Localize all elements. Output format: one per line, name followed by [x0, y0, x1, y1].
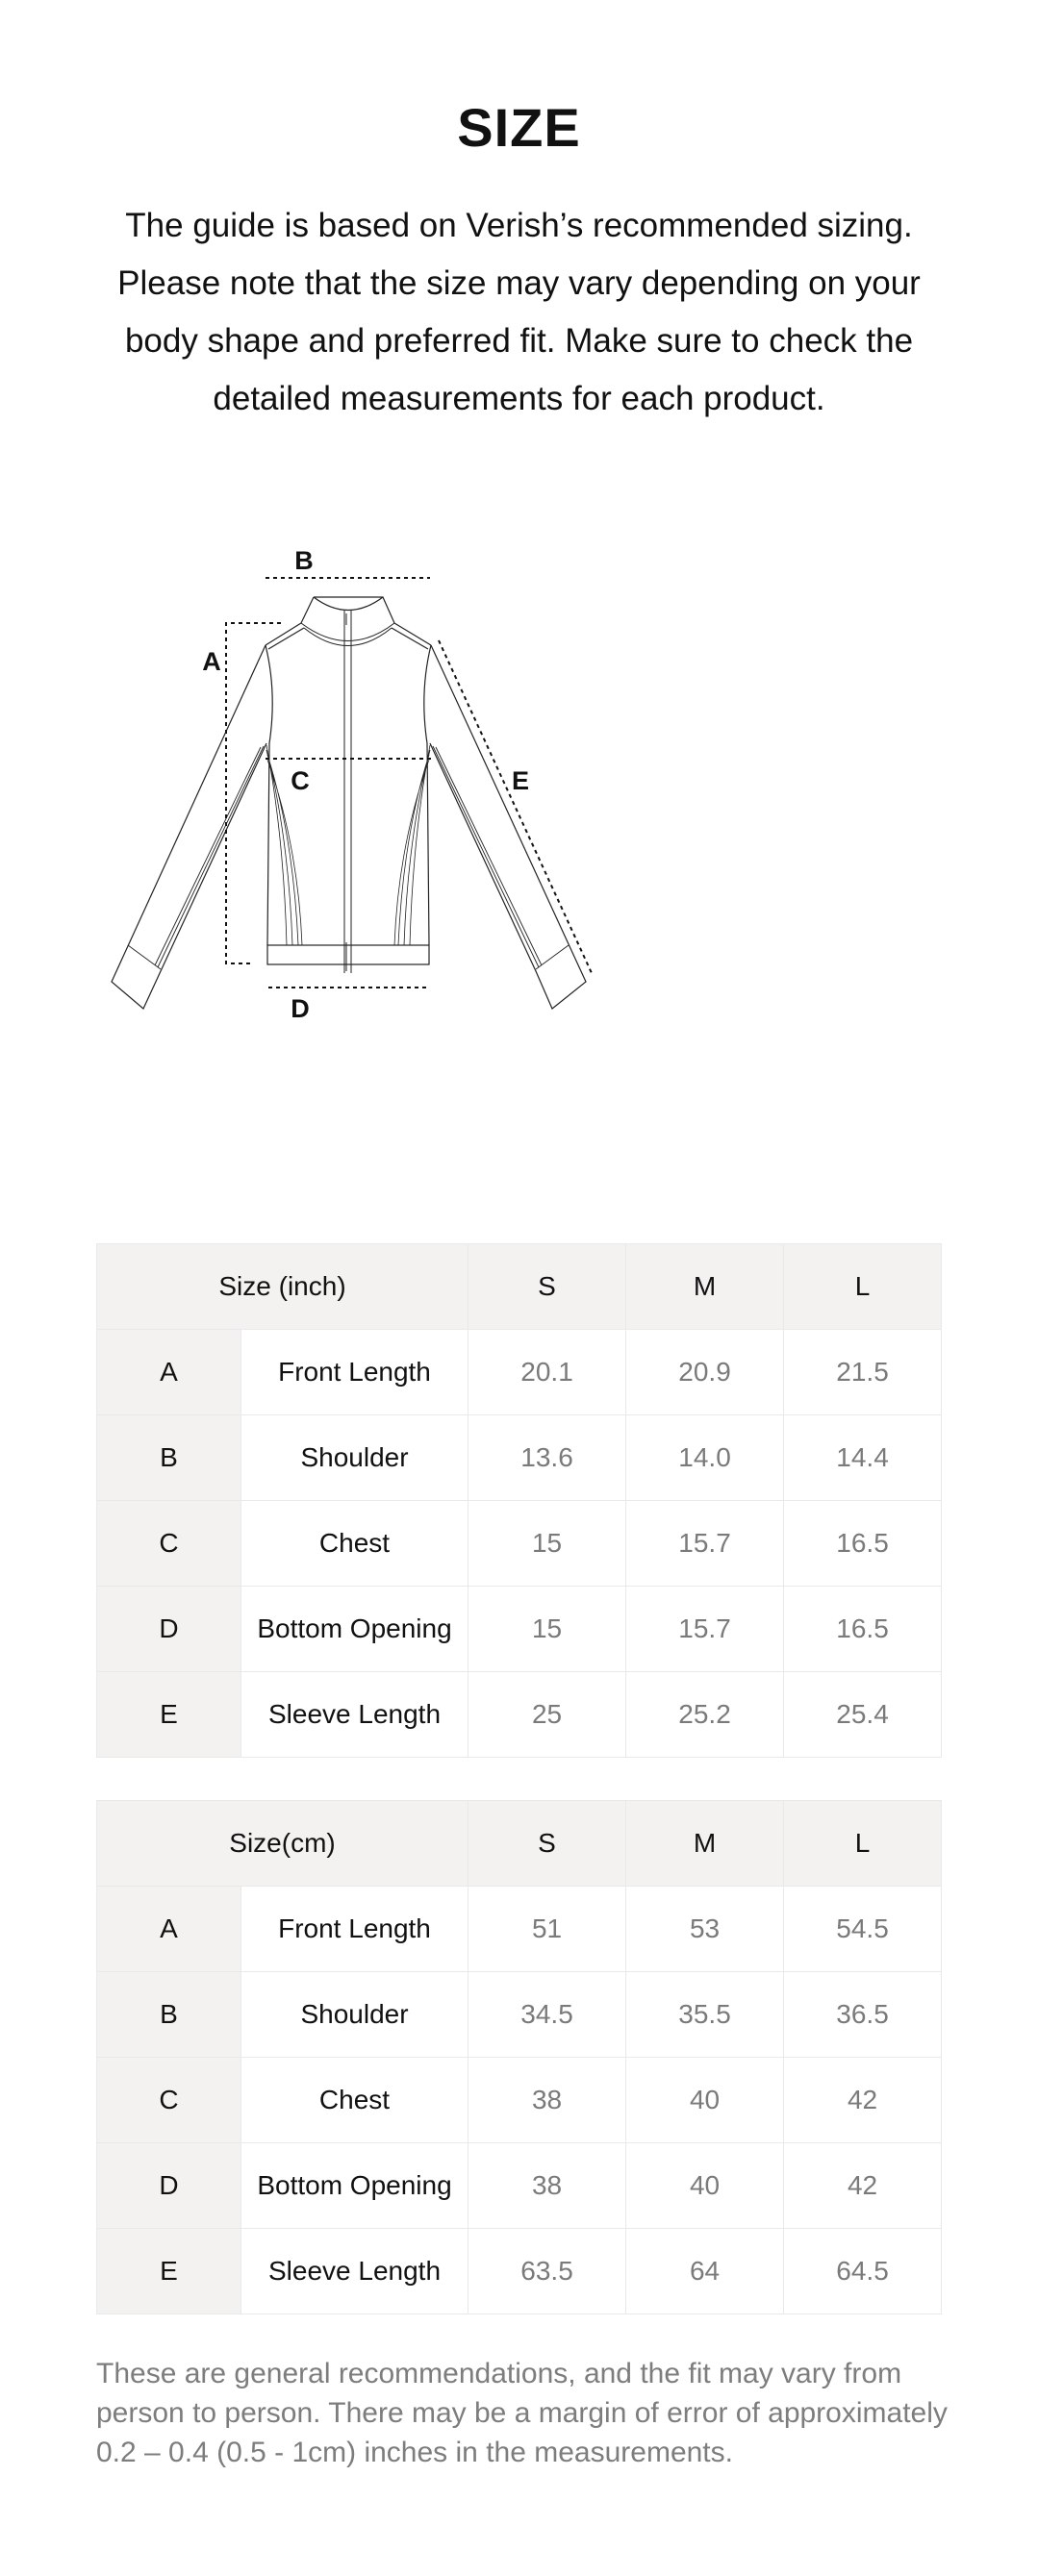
cell-value: 15: [468, 1586, 627, 1672]
row-name: Shoulder: [240, 1971, 469, 2058]
row-name: Chest: [240, 1500, 469, 1587]
cell-value: 38: [468, 2057, 627, 2143]
row-key: D: [96, 2142, 241, 2229]
cell-value: 16.5: [783, 1586, 943, 1672]
intro-text: The guide is based on Verish’s recommend…: [117, 207, 921, 417]
cell-value: 20.1: [468, 1329, 627, 1415]
row-name: Bottom Opening: [240, 2142, 469, 2229]
cell-value: 13.6: [468, 1414, 627, 1501]
cell-value: 16.5: [783, 1500, 943, 1587]
row-name: Front Length: [240, 1329, 469, 1415]
row-key: E: [96, 1671, 241, 1758]
cell-value: 40: [625, 2057, 785, 2143]
cell-value: 21.5: [783, 1329, 943, 1415]
header-size: M: [625, 1800, 785, 1887]
cell-value: 20.9: [625, 1329, 785, 1415]
row-key: C: [96, 1500, 241, 1587]
cell-value: 53: [625, 1886, 785, 1972]
cell-value: 14.4: [783, 1414, 943, 1501]
size-table-cm: Size(cm) S M L A Front Length 51 53 54.5 B Sh…: [95, 1800, 943, 2314]
measure-line-a: [225, 622, 281, 964]
table-row: B Shoulder 34.5 35.5 36.5: [96, 1971, 943, 2058]
header-size: M: [625, 1243, 785, 1330]
label-a: A: [202, 647, 221, 676]
row-name: Chest: [240, 2057, 469, 2143]
header-size: S: [468, 1243, 627, 1330]
table-row: E Sleeve Length 25 25.2 25.4: [96, 1671, 943, 1758]
row-key: A: [96, 1886, 241, 1972]
cell-value: 54.5: [783, 1886, 943, 1972]
cell-value: 63.5: [468, 2228, 627, 2314]
cell-value: 15: [468, 1500, 627, 1587]
row-name: Shoulder: [240, 1414, 469, 1501]
row-key: E: [96, 2228, 241, 2314]
table-row: D Bottom Opening 38 40 42: [96, 2142, 943, 2229]
table-row: A Front Length 51 53 54.5: [96, 1886, 943, 1972]
cell-value: 64: [625, 2228, 785, 2314]
jacket-right-sleeve: [429, 644, 587, 1010]
cell-value: 36.5: [783, 1971, 943, 2058]
header-size-unit: Size(cm): [95, 1800, 469, 1887]
row-name: Front Length: [240, 1886, 469, 1972]
cell-value: 40: [625, 2142, 785, 2229]
row-key: B: [96, 1971, 241, 2058]
cell-value: 64.5: [783, 2228, 943, 2314]
cell-value: 38: [468, 2142, 627, 2229]
jacket-zipper: [343, 611, 352, 973]
row-name: Sleeve Length: [240, 1671, 469, 1758]
cell-value: 42: [783, 2142, 943, 2229]
label-b: B: [294, 546, 314, 575]
table-row: C Chest 15 15.7 16.5: [96, 1500, 943, 1587]
table-header-row: Size (inch) S M L: [95, 1243, 943, 1330]
row-key: B: [96, 1414, 241, 1501]
cell-value: 25.2: [625, 1671, 785, 1758]
jacket-left-sleeve: [111, 644, 267, 1010]
jacket-collar: [300, 596, 395, 624]
cell-value: 25: [468, 1671, 627, 1758]
cell-value: 25.4: [783, 1671, 943, 1758]
cell-value: 34.5: [468, 1971, 627, 2058]
table-row: A Front Length 20.1 20.9 21.5: [96, 1329, 943, 1415]
label-d: D: [291, 994, 310, 1023]
disclaimer-note: These are general recommendations, and t…: [96, 2358, 948, 2468]
cell-value: 51: [468, 1886, 627, 1972]
jacket-measurement-diagram: A B C D E: [111, 546, 593, 1023]
header-size-unit: Size (inch): [95, 1243, 469, 1330]
header-size: L: [783, 1243, 943, 1330]
row-key: C: [96, 2057, 241, 2143]
cell-value: 15.7: [625, 1500, 785, 1587]
header-size: S: [468, 1800, 627, 1887]
table-row: E Sleeve Length 63.5 64 64.5: [96, 2228, 943, 2314]
table-row: C Chest 38 40 42: [96, 2057, 943, 2143]
table-row: D Bottom Opening 15 15.7 16.5: [96, 1586, 943, 1672]
label-e: E: [512, 766, 529, 795]
table-row: B Shoulder 13.6 14.0 14.4: [96, 1414, 943, 1501]
row-name: Sleeve Length: [240, 2228, 469, 2314]
cell-value: 14.0: [625, 1414, 785, 1501]
row-key: D: [96, 1586, 241, 1672]
cell-value: 15.7: [625, 1586, 785, 1672]
table-header-row: Size(cm) S M L: [95, 1800, 943, 1887]
header-size: L: [783, 1800, 943, 1887]
page-title: SIZE: [457, 97, 581, 158]
row-name: Bottom Opening: [240, 1586, 469, 1672]
row-key: A: [96, 1329, 241, 1415]
cell-value: 42: [783, 2057, 943, 2143]
label-c: C: [291, 766, 310, 795]
cell-value: 35.5: [625, 1971, 785, 2058]
size-table-inch: Size (inch) S M L A Front Length 20.1 20.9 2…: [95, 1243, 943, 1758]
jacket-body: [265, 644, 432, 946]
